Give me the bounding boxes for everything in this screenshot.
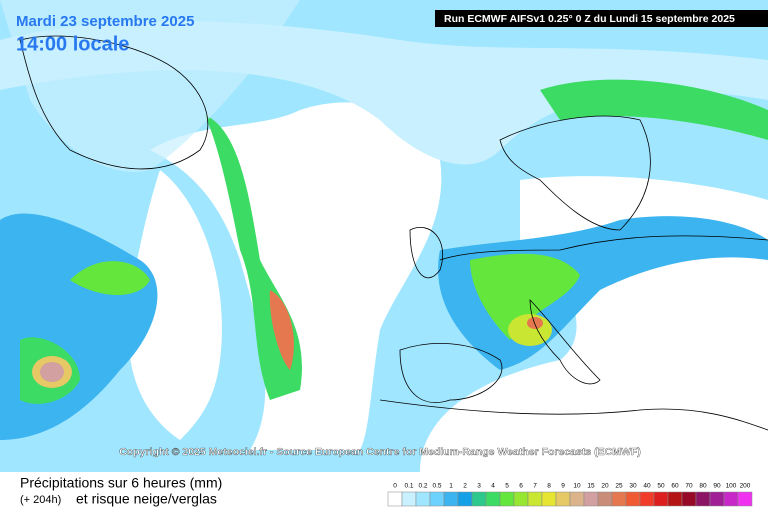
scale-swatch: [387, 491, 403, 507]
color-scale: 0 0.1 0.2 0.5 1 2 3 4 5 6 7 8 9 10 15 20 25 30 40 50 60 70 80 9…: [387, 483, 753, 507]
scale-swatch: [485, 491, 501, 507]
scale-swatch: [653, 491, 669, 507]
lead-time: (+ 204h): [20, 494, 61, 506]
scale-label: 30: [629, 483, 637, 490]
scale-label: 200: [740, 483, 751, 490]
scale-swatch: [569, 491, 585, 507]
scale-label: 15: [587, 483, 595, 490]
legend-title: Précipitations sur 6 heures (mm): [20, 475, 222, 491]
scale-swatch: [695, 491, 711, 507]
scale-swatch: [443, 491, 459, 507]
scale-swatch: [471, 491, 487, 507]
scale-swatch: [639, 491, 655, 507]
date: Mardi 23 septembre 2025: [16, 13, 194, 30]
scale-swatch: [541, 491, 557, 507]
scale-label: 70: [685, 483, 693, 490]
scale-swatch: [401, 491, 417, 507]
scale-swatch: [681, 491, 697, 507]
scale-label: 2: [463, 483, 467, 490]
scale-swatch: [415, 491, 431, 507]
scale-label: 0.5: [432, 483, 441, 490]
scale-label: 50: [657, 483, 665, 490]
time: 14:00 locale: [16, 33, 129, 55]
scale-swatch: [723, 491, 739, 507]
scale-swatch: [429, 491, 445, 507]
legend-subtitle: et risque neige/verglas: [76, 491, 217, 507]
scale-label: 0: [393, 483, 397, 490]
scale-label: 0.1: [404, 483, 413, 490]
scale-swatch: [611, 491, 627, 507]
scale-label: 1: [449, 483, 453, 490]
scale-label: 90: [713, 483, 721, 490]
scale-swatch: [513, 491, 529, 507]
scale-label: 3: [477, 483, 481, 490]
scale-label: 0.2: [418, 483, 427, 490]
copyright: Copyright © 2025 Meteociel.fr - Source E…: [119, 446, 641, 458]
scale-label: 100: [726, 483, 737, 490]
scale-swatch: [737, 491, 753, 507]
scale-label: 9: [561, 483, 565, 490]
scale-swatch: [667, 491, 683, 507]
run-info: Run ECMWF AIFSv1 0.25° 0 Z du Lundi 15 s…: [444, 13, 735, 25]
scale-swatch: [583, 491, 599, 507]
scale-label: 10: [573, 483, 581, 490]
scale-label: 20: [601, 483, 609, 490]
scale-swatch: [457, 491, 473, 507]
scale-label: 7: [533, 483, 537, 490]
scale-label: 5: [505, 483, 509, 490]
scale-label: 6: [519, 483, 523, 490]
scale-swatch: [625, 491, 641, 507]
scale-label: 40: [643, 483, 651, 490]
scale-label: 80: [699, 483, 707, 490]
scale-swatch: [527, 491, 543, 507]
scale-swatch: [499, 491, 515, 507]
scale-label: 4: [491, 483, 495, 490]
scale-label: 25: [615, 483, 623, 490]
scale-label: 8: [547, 483, 551, 490]
scale-swatch: [709, 491, 725, 507]
scale-swatch: [597, 491, 613, 507]
scale-label: 60: [671, 483, 679, 490]
map: [0, 0, 768, 472]
scale-swatch: [555, 491, 571, 507]
